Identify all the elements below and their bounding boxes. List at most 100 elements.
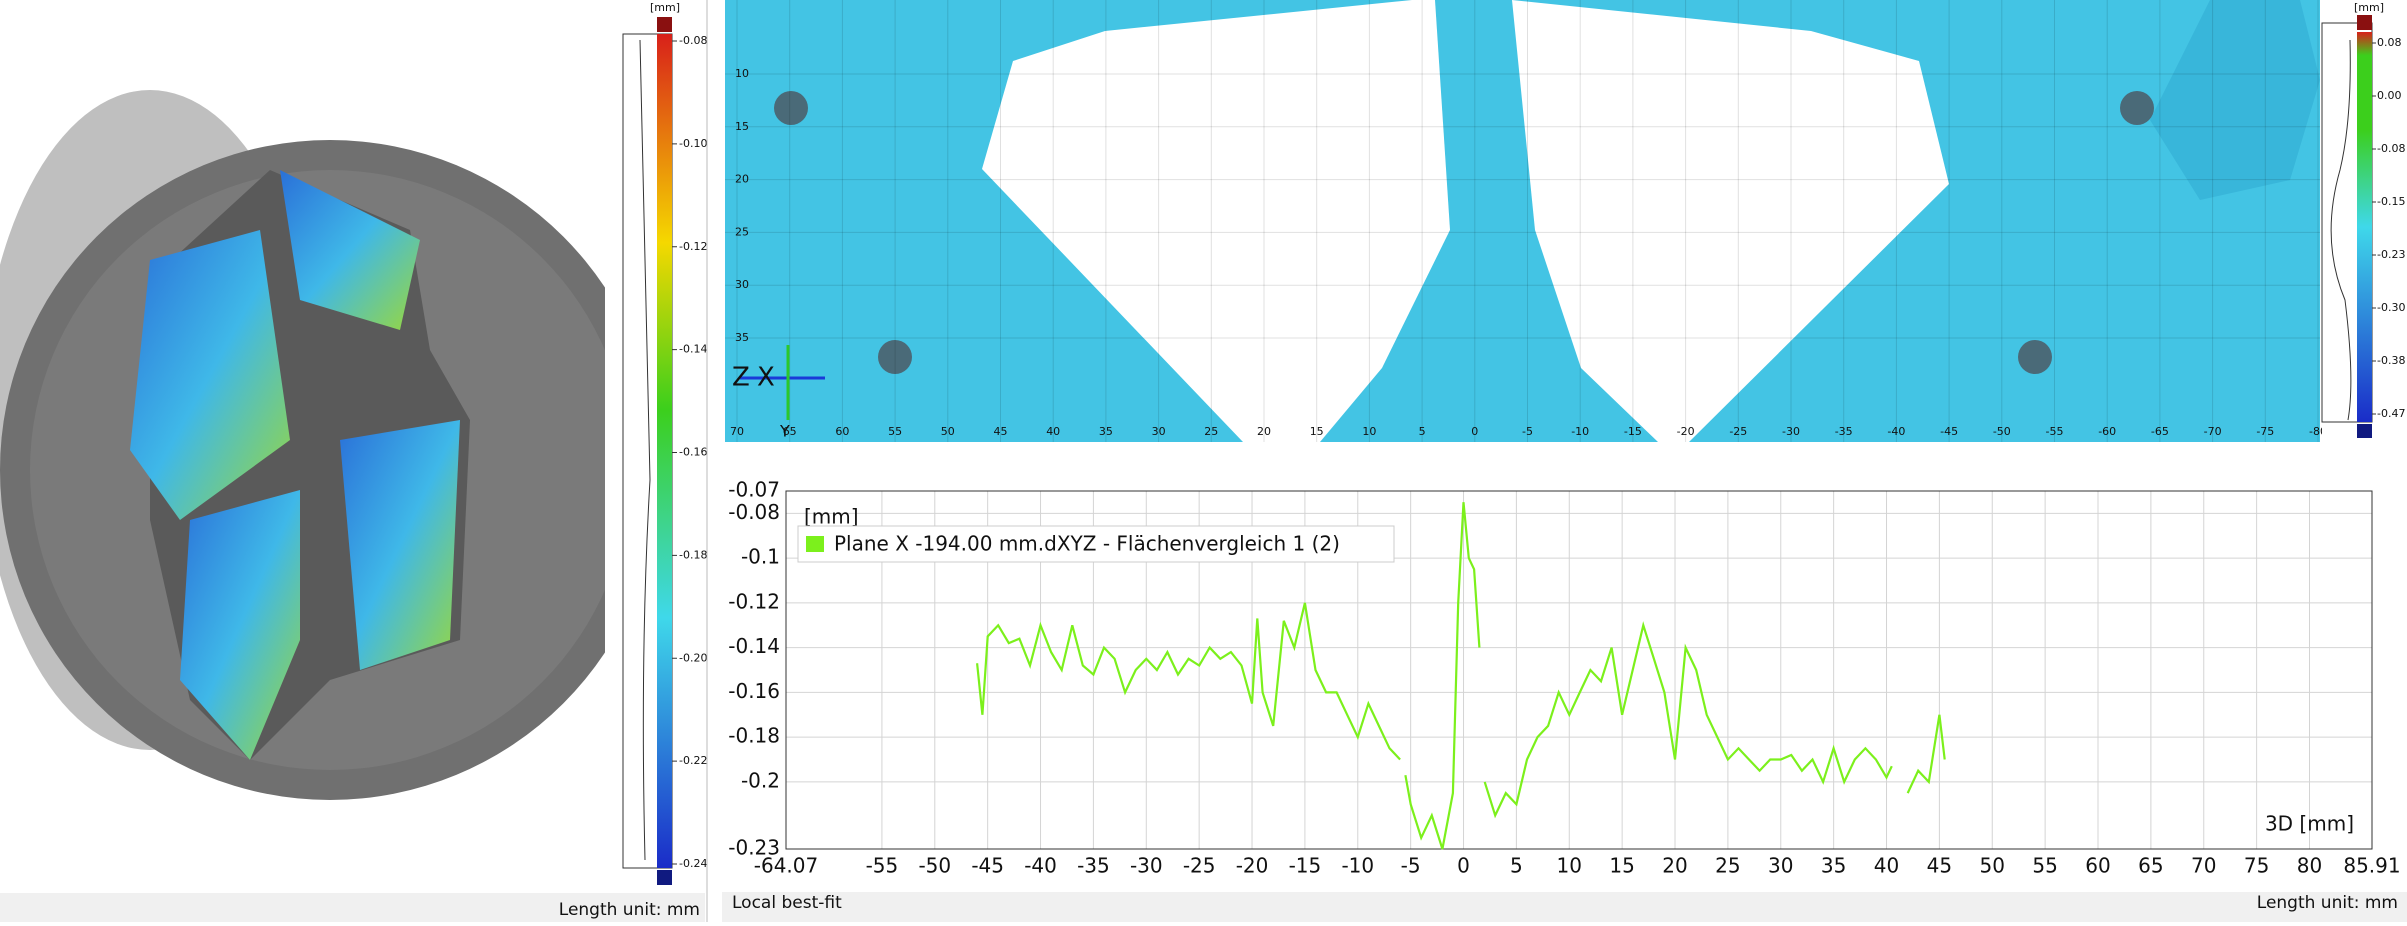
legend-tick-label: -0.38 [2377, 354, 2405, 367]
x-axis-label: -35 [1835, 425, 1853, 438]
x-axis-label: 70 [730, 425, 744, 438]
x-axis-label: -55 [2046, 425, 2064, 438]
legend-tick-label: -0.23 [2377, 248, 2405, 261]
y-axis-label: 30 [735, 278, 749, 291]
x-axis-label: 10 [1362, 425, 1376, 438]
x-tick-label: -15 [1289, 854, 1322, 878]
axis-x: X [757, 363, 775, 393]
legend-label: Plane X -194.00 mm.dXYZ - Flächenverglei… [834, 532, 1340, 556]
y-axis-label: 10 [735, 67, 749, 80]
app-window: [mm] -0.08-0.10-0.12-0.14-0.16-0.18-0.20… [0, 0, 2407, 922]
underflow-swatch [2357, 424, 2372, 438]
x-axis-label: 0 [1471, 425, 1478, 438]
y-tick-label: -0.18 [728, 724, 780, 748]
x-axis-label: -5 [1522, 425, 1533, 438]
x-tick-label: 20 [1662, 854, 1687, 878]
x-axis-label: -40 [1887, 425, 1905, 438]
legend-tick-label: -0.22 [679, 754, 707, 767]
x-tick-label: 40 [1874, 854, 1899, 878]
x-tick-label: 5 [1510, 854, 1523, 878]
x-axis-label: -70 [2204, 425, 2222, 438]
legend-tick-label: -0.20 [679, 651, 707, 664]
x-tick-label: -30 [1130, 854, 1163, 878]
legend-tick-label: -0.16 [679, 446, 707, 459]
x-axis-label: -50 [1993, 425, 2011, 438]
x-tick-label: -35 [1077, 854, 1110, 878]
x-tick-label: 0 [1457, 854, 1470, 878]
x-axis-label: -25 [1729, 425, 1747, 438]
y-tick-label: -0.14 [728, 634, 780, 658]
x-tick-label: 60 [2085, 854, 2110, 878]
y-tick-label: -0.23 [728, 836, 780, 860]
x-tick-label: 75 [2244, 854, 2269, 878]
y-tick-label: -0.16 [728, 679, 780, 703]
x-tick-label: 70 [2191, 854, 2216, 878]
x-axis-title: 3D [mm] [2265, 812, 2354, 836]
y-tick-label: -0.1 [741, 545, 780, 569]
blade [340, 420, 460, 670]
x-axis-label: 55 [888, 425, 902, 438]
x-tick-label: -20 [1236, 854, 1269, 878]
x-axis-label: 5 [1419, 425, 1426, 438]
x-tick-label: -55 [866, 854, 899, 878]
x-tick-label: 35 [1821, 854, 1846, 878]
x-tick-label: 65 [2138, 854, 2163, 878]
x-tick-label: -10 [1341, 854, 1374, 878]
legend-swatch [806, 536, 824, 552]
x-axis-label: 25 [1204, 425, 1218, 438]
y-axis-label: 35 [735, 331, 749, 344]
legend-tick-label: -0.18 [679, 548, 707, 561]
y-unit: [mm] [804, 505, 859, 529]
x-axis-label: -75 [2256, 425, 2274, 438]
overflow-swatch [657, 17, 672, 32]
x-axis-label: 60 [835, 425, 849, 438]
x-tick-label: -25 [1183, 854, 1216, 878]
legend-tick-label: -0.08 [679, 34, 707, 47]
x-axis-label: 15 [1310, 425, 1324, 438]
x-tick-label: 45 [1927, 854, 1952, 878]
x-tick-label: 30 [1768, 854, 1793, 878]
legend-tick-label: -0.24 [679, 857, 707, 870]
x-axis-label: -60 [2098, 425, 2116, 438]
legend-tick-label: -0.14 [679, 343, 707, 356]
x-tick-label: 80 [2297, 854, 2322, 878]
x-tick-label: 25 [1715, 854, 1740, 878]
y-axis-label: 20 [735, 173, 749, 186]
axis-z: Z [732, 363, 750, 393]
x-tick-label: 50 [1980, 854, 2005, 878]
y-tick-label: -0.2 [741, 768, 780, 792]
color-bar [2357, 32, 2372, 422]
x-axis-label: -65 [2151, 425, 2169, 438]
x-axis-label: 35 [1099, 425, 1113, 438]
hole [2120, 91, 2154, 125]
color-bar [657, 34, 672, 868]
legend-tick-label: -0.30 [2377, 301, 2405, 314]
x-tick-label: -5 [1401, 854, 1421, 878]
x-axis-label: -15 [1624, 425, 1642, 438]
x-tick-label: -45 [971, 854, 1004, 878]
x-tick-label: 10 [1557, 854, 1582, 878]
legend-tick-label: -0.12 [679, 240, 707, 253]
legend-tick-label: -0.47 [2377, 407, 2405, 420]
status-right: Length unit: mm [2257, 893, 2398, 913]
y-tick-label: -0.07 [728, 478, 780, 502]
legend-tick-label: -0.10 [679, 137, 707, 150]
x-axis-label: 50 [941, 425, 955, 438]
legend-tick-label: 0.00 [2377, 89, 2402, 102]
x-axis-label: -30 [1782, 425, 1800, 438]
overflow-swatch [2357, 15, 2372, 30]
underflow-swatch [657, 870, 672, 885]
legend-tick-label: -0.08 [2377, 142, 2405, 155]
x-axis-label: 20 [1257, 425, 1271, 438]
x-tick-label: 55 [2032, 854, 2057, 878]
y-axis-label: 15 [735, 120, 749, 133]
status-bar [722, 892, 2407, 922]
x-tick-label: 15 [1609, 854, 1634, 878]
x-tick-label: -50 [918, 854, 951, 878]
x-axis-label: -20 [1677, 425, 1695, 438]
legend-unit: [mm] [650, 1, 680, 14]
y-axis-label: 25 [735, 225, 749, 238]
y-tick-label: -0.08 [728, 500, 780, 524]
status-left: Local best-fit [732, 893, 842, 913]
y-tick-label: -0.12 [728, 589, 780, 613]
